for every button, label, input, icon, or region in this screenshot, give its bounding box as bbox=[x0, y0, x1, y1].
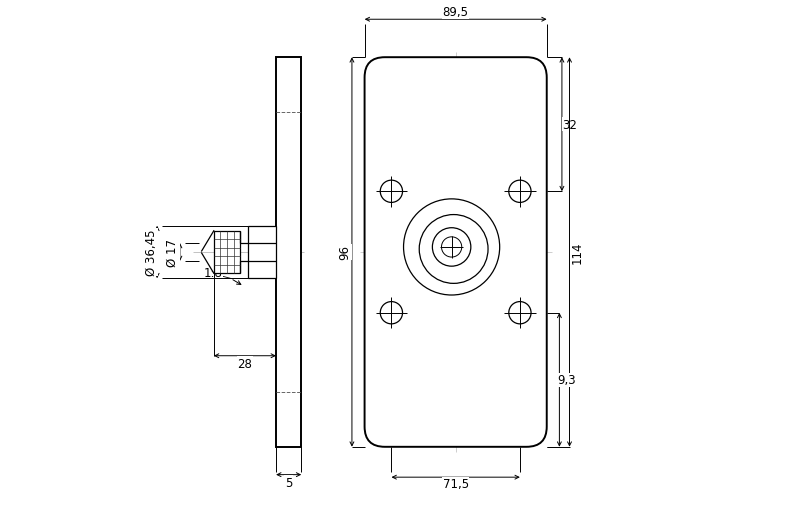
Circle shape bbox=[380, 302, 402, 324]
Circle shape bbox=[442, 237, 462, 258]
Text: 71,5: 71,5 bbox=[442, 477, 469, 490]
Circle shape bbox=[419, 215, 488, 284]
Circle shape bbox=[380, 181, 402, 203]
Text: 9,3: 9,3 bbox=[558, 374, 576, 386]
Text: 114: 114 bbox=[570, 241, 583, 264]
Circle shape bbox=[509, 181, 531, 203]
FancyBboxPatch shape bbox=[365, 58, 546, 447]
Circle shape bbox=[403, 199, 500, 295]
Circle shape bbox=[432, 228, 471, 267]
Bar bbox=[248, 226, 276, 279]
Text: 28: 28 bbox=[238, 357, 252, 370]
Bar bbox=[276, 58, 302, 447]
Text: 89,5: 89,5 bbox=[442, 6, 469, 19]
Text: 96: 96 bbox=[338, 245, 351, 260]
Bar bbox=[214, 231, 240, 274]
Text: Ø 36,45: Ø 36,45 bbox=[145, 229, 158, 276]
Text: 1:8: 1:8 bbox=[203, 266, 222, 279]
Text: 5: 5 bbox=[285, 476, 292, 489]
Circle shape bbox=[509, 302, 531, 324]
Text: Ø 17: Ø 17 bbox=[166, 238, 179, 267]
Text: 32: 32 bbox=[562, 119, 578, 131]
